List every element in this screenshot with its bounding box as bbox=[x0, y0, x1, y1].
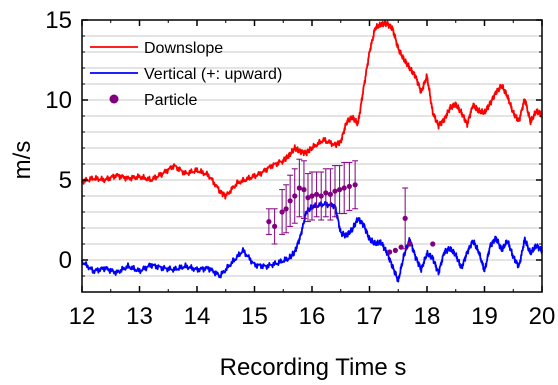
y-tick-label: 0 bbox=[59, 247, 72, 274]
data-point bbox=[341, 185, 347, 191]
y-tick-label: 10 bbox=[45, 87, 72, 114]
data-point bbox=[327, 191, 333, 197]
legend-swatch-marker bbox=[109, 94, 119, 104]
x-tick-label: 19 bbox=[471, 303, 498, 330]
data-point bbox=[272, 223, 278, 229]
data-point bbox=[305, 195, 311, 201]
x-tick-label: 17 bbox=[356, 303, 383, 330]
data-point bbox=[430, 241, 436, 247]
data-point bbox=[407, 241, 413, 247]
legend: Downslope Vertical (+: upward) Particle bbox=[90, 40, 282, 109]
data-point bbox=[314, 191, 320, 197]
plot-border bbox=[81, 19, 543, 293]
data-point bbox=[292, 193, 298, 199]
legend-label: Particle bbox=[144, 92, 197, 109]
x-axis-title: Recording Time s bbox=[220, 354, 407, 381]
gridlines bbox=[82, 19, 542, 293]
legend-label: Downslope bbox=[144, 40, 223, 57]
x-tick-label: 15 bbox=[241, 303, 268, 330]
data-point bbox=[266, 219, 272, 225]
y-tick-label: 15 bbox=[45, 7, 72, 34]
series-line-1 bbox=[81, 200, 543, 283]
x-tick-label: 12 bbox=[69, 303, 96, 330]
series-line-0 bbox=[81, 20, 543, 200]
y-tick-label: 5 bbox=[59, 167, 72, 194]
data-point bbox=[301, 187, 307, 193]
data-point bbox=[402, 215, 408, 221]
data-point bbox=[337, 187, 343, 193]
x-tick-label: 18 bbox=[414, 303, 441, 330]
legend-label: Vertical (+: upward) bbox=[144, 66, 282, 83]
data-point bbox=[323, 190, 329, 196]
x-tick-label: 20 bbox=[529, 303, 556, 330]
data-point bbox=[283, 206, 289, 212]
x-tick-label: 14 bbox=[184, 303, 211, 330]
data-point bbox=[287, 198, 293, 204]
data-point bbox=[309, 193, 315, 199]
data-point bbox=[387, 249, 393, 255]
data-point bbox=[352, 182, 358, 188]
axis-ticks: 12 13 14 15 16 17 18 19 20 0 5 10 15 bbox=[45, 7, 555, 330]
plot-series bbox=[81, 20, 543, 283]
data-point bbox=[332, 188, 338, 194]
data-point bbox=[296, 185, 302, 191]
data-point bbox=[392, 247, 398, 253]
data-point bbox=[318, 193, 324, 199]
plot-frame bbox=[81, 19, 543, 293]
x-tick-label: 13 bbox=[126, 303, 153, 330]
data-point bbox=[346, 183, 352, 189]
x-tick-label: 16 bbox=[299, 303, 326, 330]
y-axis-title: m/s bbox=[9, 141, 36, 180]
data-point bbox=[279, 209, 285, 215]
